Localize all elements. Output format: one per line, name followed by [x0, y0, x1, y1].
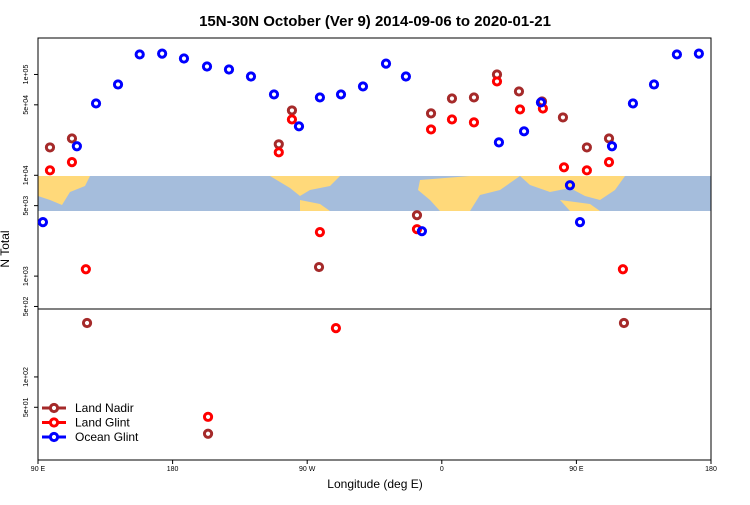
point: [134, 49, 145, 60]
legend-marker: [48, 417, 60, 428]
y-tick-label: 5e+02: [23, 297, 30, 317]
point: [446, 114, 458, 125]
point: [618, 317, 630, 329]
point: [468, 92, 480, 103]
point: [37, 217, 49, 228]
chart-title: 15N-30N October (Ver 9) 2014-09-06 to 20…: [199, 13, 551, 30]
point: [574, 217, 586, 228]
point: [648, 79, 660, 90]
point: [313, 261, 325, 273]
point: [178, 53, 190, 64]
y-tick-label: 1e+05: [23, 65, 30, 85]
point: [335, 89, 347, 100]
point: [535, 97, 547, 108]
point: [286, 105, 298, 116]
point: [603, 133, 615, 144]
point: [557, 112, 569, 123]
point: [558, 162, 570, 173]
point: [627, 98, 639, 109]
point: [617, 264, 629, 275]
legend-label: Land Nadir: [75, 401, 134, 415]
point: [411, 210, 423, 221]
point: [112, 79, 124, 90]
point: [400, 71, 412, 82]
point: [493, 137, 505, 148]
point: [245, 71, 257, 82]
legend-marker: [48, 431, 60, 443]
x-tick-label: 90 E: [31, 466, 46, 473]
legend-marker: [48, 402, 60, 414]
point: [202, 411, 214, 422]
legend-label: Land Glint: [75, 416, 130, 430]
point: [564, 180, 576, 191]
x-tick-label: 90 W: [299, 466, 316, 473]
point: [314, 227, 326, 238]
y-tick-label: 1e+04: [23, 165, 30, 185]
x-tick-label: 90 E: [569, 466, 584, 473]
point: [425, 124, 437, 135]
point: [314, 92, 326, 103]
point: [273, 139, 284, 150]
point: [468, 117, 480, 128]
point: [202, 428, 214, 439]
point: [223, 64, 235, 75]
point: [446, 93, 458, 104]
point: [357, 81, 369, 92]
point: [518, 126, 530, 137]
x-tick-label: 180: [705, 466, 717, 473]
y-tick-label: 5e+04: [23, 95, 30, 115]
point: [693, 48, 704, 59]
point: [425, 108, 437, 119]
y-tick-label: 5e+01: [23, 397, 30, 417]
point: [81, 317, 93, 329]
x-axis-label: Longitude (deg E): [327, 477, 422, 491]
point: [273, 147, 284, 158]
point: [581, 142, 592, 153]
point: [157, 48, 168, 59]
plot-frame: [37, 37, 712, 461]
point: [416, 226, 428, 237]
point: [286, 114, 298, 125]
point: [66, 157, 78, 168]
point: [606, 141, 618, 152]
point: [90, 98, 102, 109]
y-axis-label: N Total: [0, 230, 12, 267]
point: [293, 121, 305, 132]
map-land: [38, 176, 625, 211]
x-tick-label: 180: [167, 466, 179, 473]
point: [201, 61, 213, 72]
point: [268, 89, 280, 100]
legend-label: Ocean Glint: [75, 430, 139, 444]
point: [514, 104, 526, 115]
point: [671, 49, 683, 60]
y-tick-label: 5e+03: [23, 196, 30, 216]
point: [44, 142, 56, 153]
point: [44, 165, 56, 176]
point: [80, 264, 91, 275]
point: [71, 141, 82, 152]
point: [491, 76, 503, 87]
point: [330, 323, 342, 334]
point: [66, 133, 78, 144]
y-tick-label: 1e+03: [23, 266, 30, 286]
point: [581, 165, 592, 176]
y-tick-label: 1e+02: [23, 367, 30, 387]
point: [513, 86, 525, 97]
point: [603, 157, 615, 168]
point: [380, 58, 392, 69]
x-tick-label: 0: [440, 466, 444, 473]
